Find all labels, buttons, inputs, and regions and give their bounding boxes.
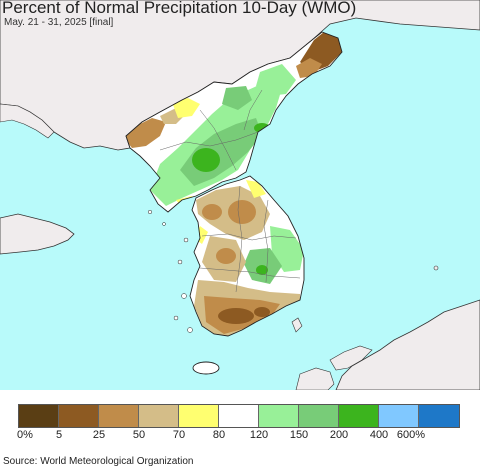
legend-tick-label: 120 xyxy=(249,429,269,441)
japan-kyushu xyxy=(295,367,335,390)
legend-swatch-0 xyxy=(19,405,59,427)
legend-colorbar xyxy=(18,404,460,428)
legend-swatch-4 xyxy=(179,405,219,427)
legend-swatch-10 xyxy=(419,405,459,427)
precipitation-map xyxy=(0,0,480,390)
japan-honshu xyxy=(335,299,480,390)
legend-swatch-3 xyxy=(139,405,179,427)
legend-swatch-6 xyxy=(259,405,299,427)
legend-tick-label: 200 xyxy=(329,429,349,441)
map-title: Percent of Normal Precipitation 10-Day (… xyxy=(2,0,357,17)
legend-tick-label: 600% xyxy=(396,429,426,441)
source-credit: Source: World Meteorological Organizatio… xyxy=(3,456,194,467)
legend-tick-label: 0% xyxy=(17,429,33,441)
jeju-island xyxy=(192,361,220,375)
legend-swatch-8 xyxy=(339,405,379,427)
legend-tick-label: 70 xyxy=(172,429,186,441)
legend-swatch-2 xyxy=(99,405,139,427)
map-svg xyxy=(0,0,480,390)
map-subtitle: May. 21 - 31, 2025 [final] xyxy=(4,17,114,28)
south-korea-outline xyxy=(189,175,305,337)
legend-tick-label: 50 xyxy=(132,429,146,441)
legend-swatch-5 xyxy=(219,405,259,427)
legend-panel: 0% 5 25 50 70 80 120 150 200 400 600% Source: Worl… xyxy=(0,390,480,470)
legend-tick-label: 25 xyxy=(92,429,106,441)
legend-tick-label: 5 xyxy=(55,429,63,441)
legend-swatch-9 xyxy=(379,405,419,427)
legend-tick-label: 80 xyxy=(212,429,226,441)
shandong-landmass xyxy=(0,213,75,255)
legend-tick-label: 400 xyxy=(369,429,389,441)
legend-swatch-1 xyxy=(59,405,99,427)
legend-tick-label: 150 xyxy=(289,429,309,441)
north-korea-outline xyxy=(125,31,343,213)
legend-swatch-7 xyxy=(299,405,339,427)
